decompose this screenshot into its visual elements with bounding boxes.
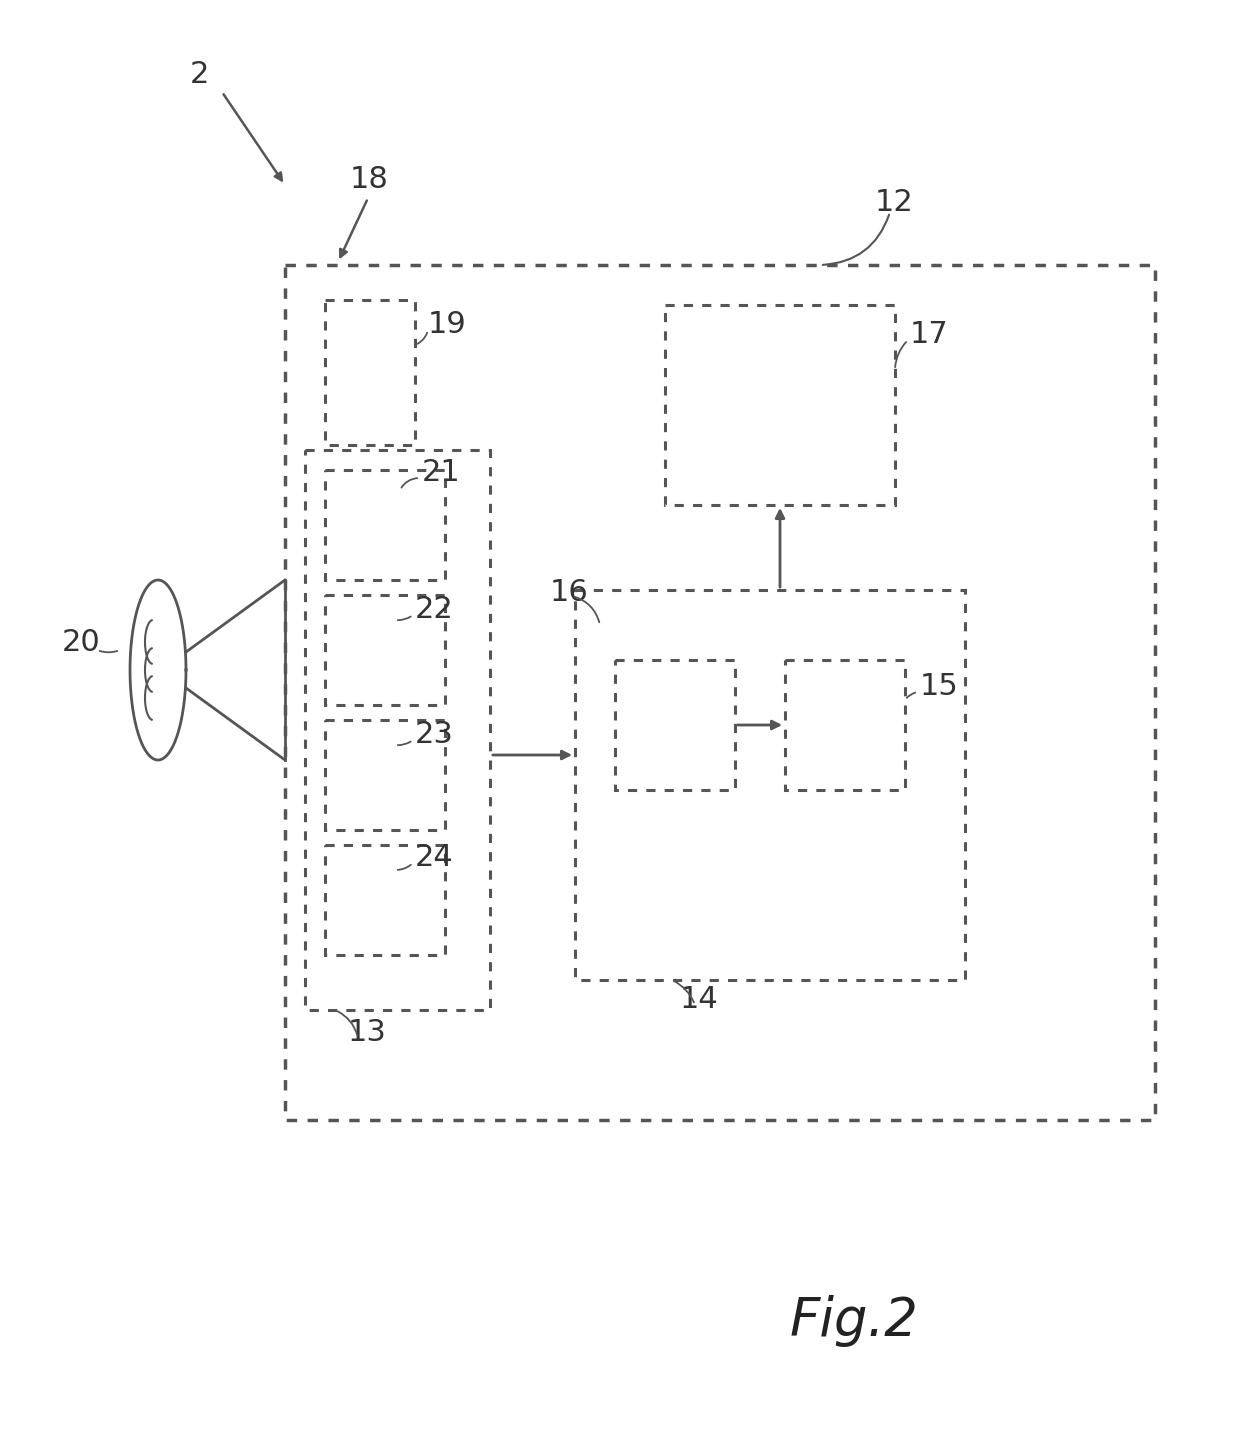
Text: 18: 18 <box>350 165 389 194</box>
Bar <box>305 450 490 1010</box>
Text: Fig.2: Fig.2 <box>790 1294 919 1347</box>
Text: 22: 22 <box>415 596 454 625</box>
Text: 23: 23 <box>415 721 454 748</box>
Bar <box>665 304 895 505</box>
Bar <box>325 721 445 830</box>
Bar <box>325 596 445 705</box>
Bar <box>325 470 445 579</box>
Text: 15: 15 <box>920 673 959 700</box>
Text: 20: 20 <box>62 628 100 657</box>
Text: 2: 2 <box>190 60 210 89</box>
Text: 12: 12 <box>875 188 914 217</box>
Text: 19: 19 <box>428 310 466 339</box>
Bar <box>615 660 735 791</box>
Bar <box>285 265 1154 1120</box>
Bar <box>575 590 965 980</box>
Text: 17: 17 <box>910 320 949 349</box>
Bar <box>785 660 905 791</box>
Text: 14: 14 <box>680 986 719 1013</box>
Bar <box>325 844 445 955</box>
Text: 16: 16 <box>551 578 589 607</box>
Text: 13: 13 <box>348 1018 387 1047</box>
Text: 21: 21 <box>422 459 461 486</box>
Bar <box>325 300 415 446</box>
Text: 24: 24 <box>415 843 454 872</box>
